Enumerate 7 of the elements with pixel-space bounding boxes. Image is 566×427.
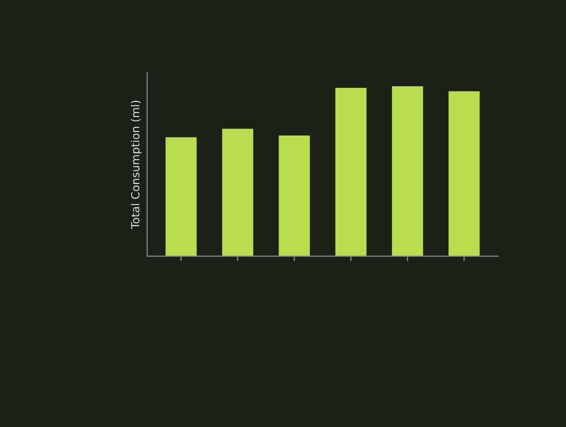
y-axis-title: Total Consumption (ml)	[130, 100, 142, 230]
bar	[392, 86, 424, 256]
bar	[222, 128, 254, 256]
bar	[278, 135, 310, 256]
bar	[335, 88, 366, 256]
bar	[448, 91, 480, 256]
bar	[166, 137, 197, 256]
